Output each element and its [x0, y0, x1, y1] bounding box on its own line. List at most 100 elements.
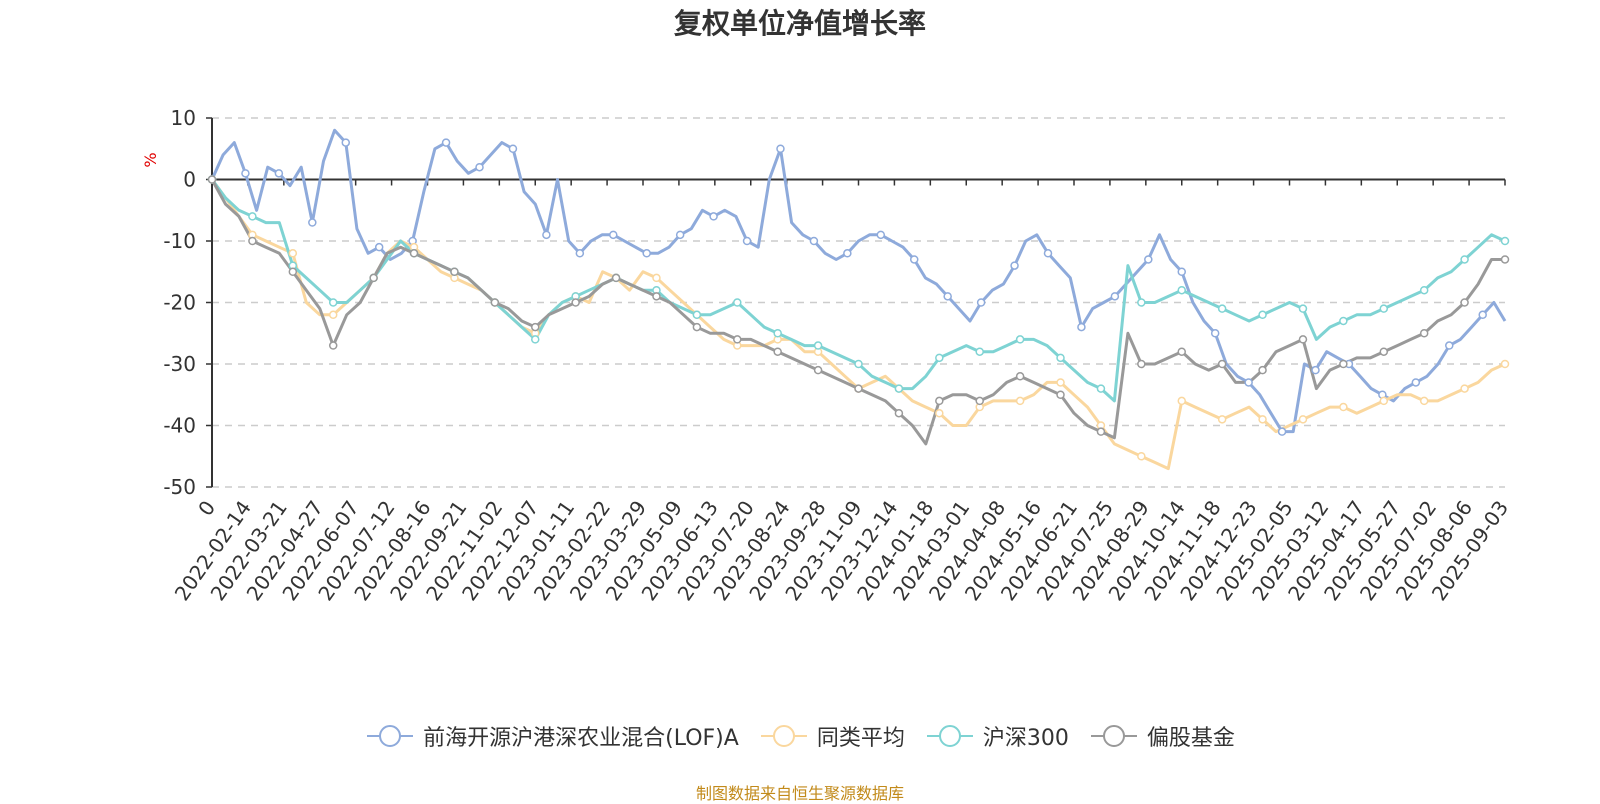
data-point [1177, 285, 1186, 295]
data-point [935, 353, 944, 363]
data-point [1217, 304, 1227, 313]
data-point [1056, 353, 1065, 363]
data-point [490, 298, 500, 307]
legend-line-marker-icon [926, 725, 973, 747]
data-point [1244, 378, 1253, 387]
data-point [1339, 359, 1348, 369]
y-tick-label: 0 [183, 168, 196, 192]
data-point [652, 273, 661, 283]
data-point [1258, 365, 1267, 375]
data-point [935, 408, 944, 418]
data-point [813, 341, 823, 350]
data-point [341, 138, 351, 147]
data-point [1010, 261, 1019, 270]
data-point [248, 212, 257, 221]
data-point [1379, 396, 1389, 406]
data-point [1015, 335, 1025, 344]
data-point [1258, 310, 1267, 320]
data-point [248, 236, 257, 246]
y-tick-label: 10 [171, 106, 196, 130]
legend-item[interactable]: 同类平均 [759, 720, 905, 752]
data-point [1210, 329, 1220, 338]
data-point [475, 162, 484, 172]
data-point [773, 329, 782, 338]
data-point [611, 273, 621, 283]
data-point [575, 249, 585, 258]
series-line [210, 178, 1505, 446]
data-point [1379, 347, 1389, 356]
legend-label: 前海开源沪港深农业混合(LOF)A [423, 726, 739, 751]
data-point [1445, 341, 1454, 350]
data-point [1144, 255, 1153, 264]
legend-line-marker-icon [760, 725, 807, 747]
legend-item[interactable]: 前海开源沪港深农业混合(LOF)A [365, 720, 739, 752]
data-source-note: 制图数据来自恒生聚源数据库 [695, 784, 904, 803]
data-point [733, 298, 742, 307]
legend-item[interactable]: 偏股基金 [1089, 720, 1235, 752]
data-point [1177, 267, 1186, 276]
data-point [1478, 310, 1487, 320]
data-point [943, 292, 952, 301]
data-point [1460, 255, 1469, 264]
data-point [909, 255, 919, 264]
data-point [531, 322, 540, 332]
data-point [976, 298, 986, 307]
data-point [1043, 249, 1053, 258]
data-point [935, 396, 944, 406]
data-point [709, 212, 718, 221]
y-tick-labels: 10 0 -10 -20 -30 -40 -50 [163, 106, 196, 499]
data-point [1096, 384, 1106, 393]
data-point [328, 310, 338, 320]
data-point [1015, 396, 1025, 406]
data-point [1298, 415, 1308, 424]
data-point [1056, 378, 1065, 387]
data-point [450, 267, 459, 276]
y-axis-unit-label: % [141, 152, 160, 167]
data-point [542, 230, 551, 240]
data-point [975, 396, 984, 406]
legend-label: 偏股基金 [1146, 726, 1235, 751]
data-point [308, 218, 317, 227]
y-tick-label: -30 [163, 352, 196, 376]
data-point [1500, 255, 1510, 264]
data-point [1177, 396, 1186, 406]
data-point [854, 359, 863, 369]
data-point [328, 298, 338, 307]
data-point [288, 267, 298, 276]
legend-line-marker-icon [367, 725, 414, 747]
data-point [894, 384, 904, 393]
data-point [1137, 452, 1146, 461]
data-point [508, 144, 518, 153]
data-point [1217, 359, 1227, 369]
y-tick-label: -50 [163, 475, 196, 499]
data-point [1460, 384, 1469, 393]
legend-label: 同类平均 [816, 726, 905, 751]
data-point [328, 341, 338, 350]
series-line [210, 128, 1507, 434]
data-point [1137, 298, 1146, 307]
chart-title: 复权单位净值增长率 [673, 7, 926, 40]
data-point [894, 408, 904, 418]
data-point [1110, 292, 1120, 301]
data-point [1056, 390, 1065, 399]
data-point [1217, 415, 1227, 424]
series-markers [207, 138, 1510, 461]
data-point [571, 298, 580, 307]
data-point [1500, 359, 1510, 369]
data-point [1177, 347, 1186, 356]
data-point [1311, 365, 1320, 375]
data-point [742, 236, 752, 246]
data-point [241, 169, 250, 178]
grid-lines [212, 117, 1505, 488]
data-point [876, 230, 886, 240]
data-point [1419, 396, 1429, 406]
data-point [1379, 304, 1389, 313]
data-point [441, 138, 451, 147]
data-point [1137, 359, 1146, 369]
y-tick-label: -40 [163, 414, 196, 438]
y-tick-label: -20 [163, 291, 196, 315]
chart-plot-area: 10 0 -10 -20 -30 -40 -50 02022-02-142022-03-21… [141, 106, 1513, 605]
legend-line-marker-icon [1090, 725, 1137, 747]
data-point [409, 249, 419, 258]
legend-item[interactable]: 沪深300 [925, 720, 1069, 752]
